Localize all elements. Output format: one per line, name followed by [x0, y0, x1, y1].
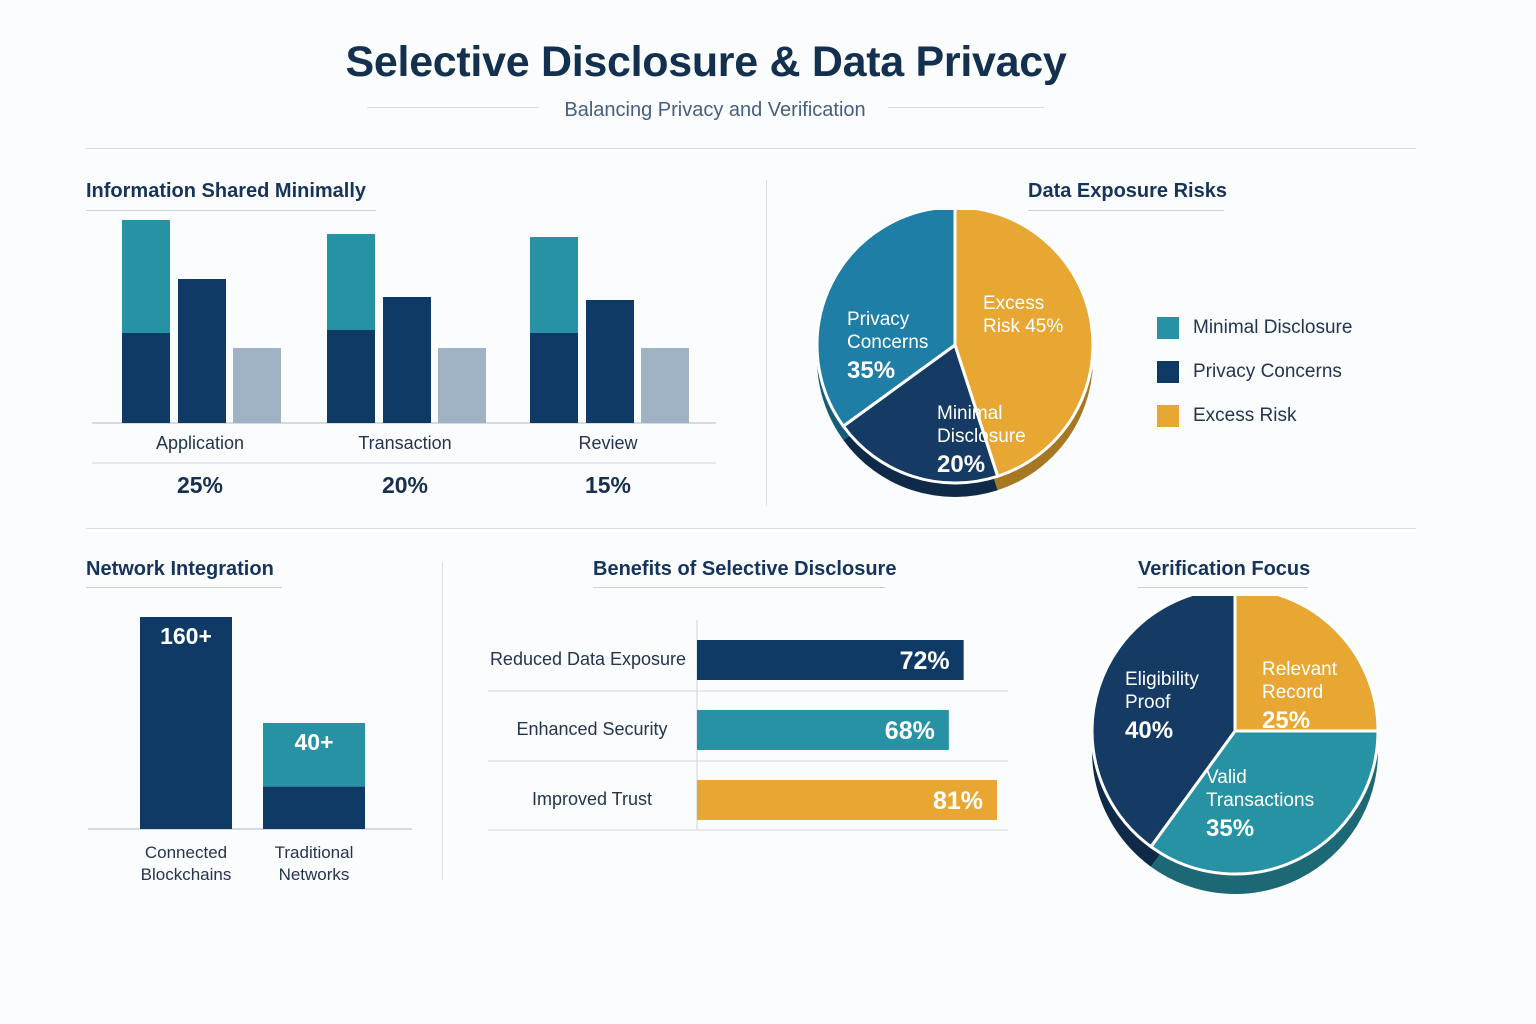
category-label-transaction: Transaction — [358, 433, 451, 453]
info-shared-chart: Application 25% Transaction 20% Review 15% — [92, 220, 716, 498]
value-label-transaction: 20% — [382, 472, 428, 498]
bar-improved-trust — [697, 780, 997, 820]
info-shared-title-underline — [86, 210, 376, 211]
subtitle-rule-left — [367, 107, 539, 108]
value-label-application: 25% — [177, 472, 223, 498]
category-label-application: Application — [156, 433, 244, 453]
bar-enhanced-security — [697, 710, 949, 750]
verification-focus-title: Verification Focus — [1138, 558, 1311, 580]
bar-application-navy-base — [122, 333, 170, 423]
network-integration-title-underline — [86, 587, 282, 588]
verification-focus-slice-0 — [1233, 596, 1380, 733]
exposure-risks-slice-2 — [815, 210, 957, 428]
page-subtitle: Balancing Privacy and Verification — [564, 99, 866, 121]
bar-transaction-navy — [383, 297, 431, 423]
bar-application-teal-top — [122, 220, 170, 333]
category-label-improved-trust: Improved Trust — [532, 789, 652, 809]
exposure-risks-slice-label-0: Excess Risk 45% — [983, 293, 1063, 337]
verification-focus-slice-label-1: Valid Transactions 35% — [1206, 767, 1314, 842]
verification-focus-pie: Relevant Record 25% Valid Transactions 35%Eli… — [1090, 596, 1380, 894]
bar-traditional-networks-teal-top — [263, 723, 365, 787]
exposure-risks-pie: Excess Risk 45% Minimal Disclosure 20%Privac… — [815, 210, 1095, 497]
exposure-risks-legend: Minimal Disclosure Privacy Concerns Exce… — [1157, 316, 1352, 428]
bar-application-gray — [233, 348, 281, 423]
category-label-review: Review — [578, 433, 638, 453]
value-label-connected-blockchains: 160+ — [160, 623, 212, 649]
bar-review-navy-base — [530, 333, 578, 423]
category-label-traditional-networks: Traditional Networks — [275, 843, 354, 884]
benefits-title-underline — [593, 587, 885, 588]
verification-focus-slice-1 — [1149, 729, 1380, 876]
value-label-reduced-data-exposure: 72% — [900, 647, 950, 675]
bottom-column-divider — [442, 562, 443, 880]
legend-label-minimal-disclosure: Minimal Disclosure — [1193, 317, 1353, 338]
value-label-traditional-networks: 40+ — [294, 729, 333, 755]
bar-reduced-data-exposure — [697, 640, 964, 680]
bar-transaction-gray — [438, 348, 486, 423]
benefits-title: Benefits of Selective Disclosure — [593, 558, 897, 580]
legend-item-minimal-disclosure: Minimal Disclosure — [1157, 316, 1352, 340]
legend-item-excess-risk: Excess Risk — [1157, 404, 1352, 428]
bar-review-teal-top — [530, 237, 578, 333]
legend-label-privacy-concerns: Privacy Concerns — [1193, 361, 1342, 382]
value-label-improved-trust: 81% — [933, 787, 983, 815]
legend-swatch-excess-risk — [1157, 405, 1179, 427]
verification-focus-slice-label-0: Relevant Record 25% — [1262, 659, 1338, 734]
bar-transaction-navy-base — [327, 330, 375, 423]
network-integration-title: Network Integration — [86, 558, 274, 580]
verification-focus-title-underline — [1138, 587, 1308, 588]
category-label-enhanced-security: Enhanced Security — [516, 719, 667, 739]
verification-focus-slice-label-2: Eligibility Proof 40% — [1125, 669, 1199, 744]
top-column-divider — [766, 180, 767, 506]
exposure-risks-title: Data Exposure Risks — [1028, 180, 1227, 202]
legend-swatch-privacy-concerns — [1157, 361, 1179, 383]
exposure-risks-slice-label-1: Minimal Disclosure 20% — [937, 403, 1026, 478]
info-shared-title: Information Shared Minimally — [86, 180, 367, 202]
row-divider — [86, 528, 1416, 529]
network-integration-chart: 160+ Connected Blockchains 40+ Traditional Ne… — [88, 617, 412, 884]
bar-connected-blockchains — [140, 617, 232, 829]
verification-focus-slice-2 — [1090, 596, 1237, 849]
bar-review-navy — [586, 300, 634, 423]
legend-item-privacy-concerns: Privacy Concerns — [1157, 360, 1352, 384]
page-title: Selective Disclosure & Data Privacy — [345, 38, 1067, 86]
bar-review-gray — [641, 348, 689, 423]
bar-traditional-networks-navy-base — [263, 786, 365, 829]
category-label-connected-blockchains: Connected Blockchains — [141, 843, 232, 884]
exposure-risks-title-underline — [1028, 210, 1224, 211]
benefits-chart: 72% Reduced Data Exposure 68% Enhanced Secu… — [488, 620, 1008, 831]
legend-swatch-minimal-disclosure — [1157, 317, 1179, 339]
exposure-risks-slice-1 — [841, 343, 1000, 485]
header-divider — [86, 148, 1416, 149]
value-label-enhanced-security: 68% — [885, 717, 935, 745]
bar-application-navy — [178, 279, 226, 423]
exposure-risks-slice-label-2: Privacy Concerns 35% — [847, 309, 928, 384]
legend-label-excess-risk: Excess Risk — [1193, 405, 1297, 426]
value-label-review: 15% — [585, 472, 631, 498]
subtitle-rule-right — [888, 107, 1044, 108]
exposure-risks-slice-0 — [953, 210, 1095, 478]
bar-transaction-teal-top — [327, 234, 375, 330]
category-label-reduced-data-exposure: Reduced Data Exposure — [490, 649, 686, 669]
